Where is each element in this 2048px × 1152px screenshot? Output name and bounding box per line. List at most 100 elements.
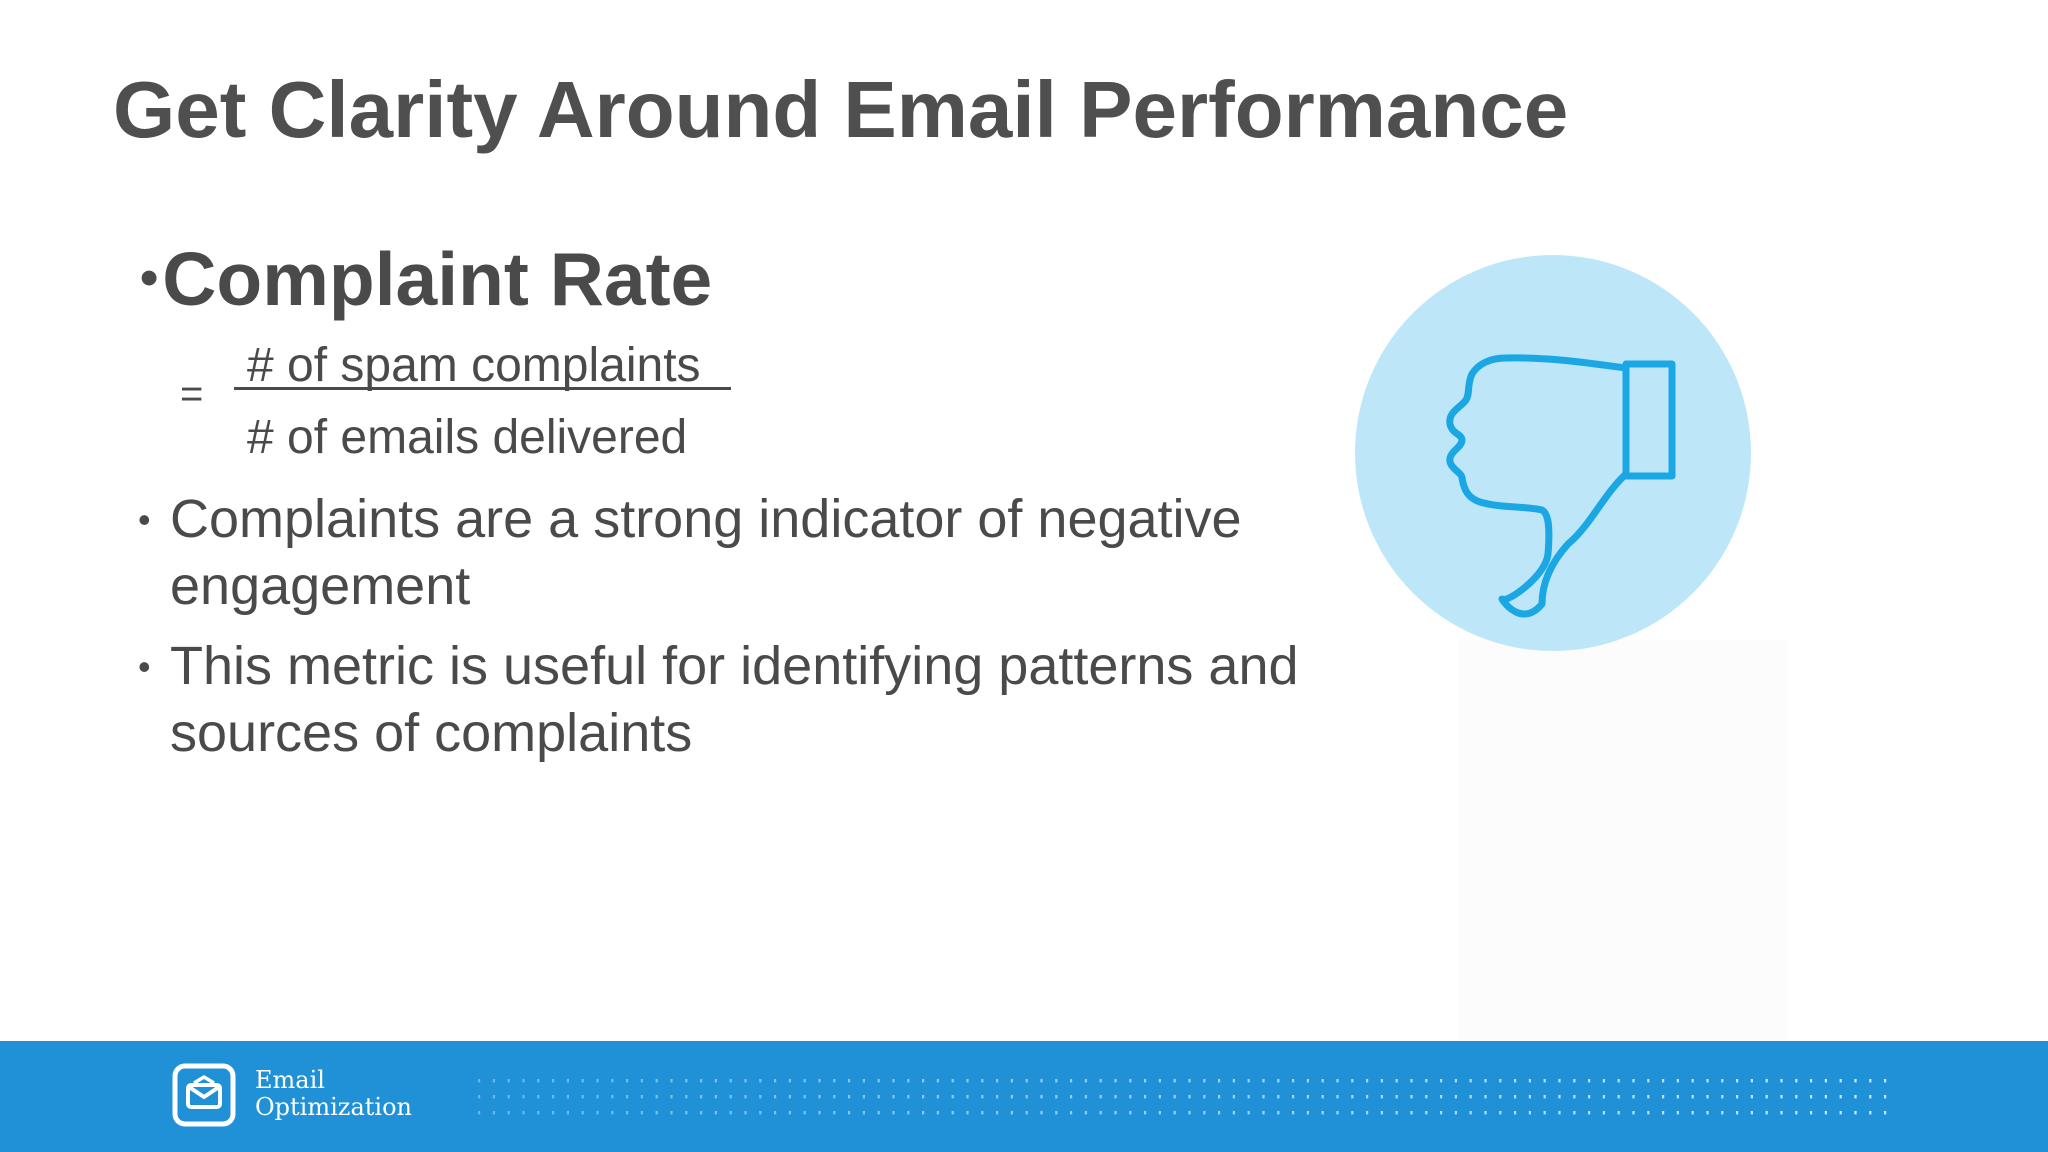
pattern-dot — [1158, 1111, 1161, 1115]
pattern-dot — [685, 1079, 688, 1083]
pattern-dot — [833, 1095, 836, 1099]
pattern-dot — [1114, 1095, 1117, 1099]
pattern-dot — [714, 1111, 717, 1115]
pattern-dot — [581, 1079, 584, 1083]
bullet-list: • Complaints are a strong indicator of n… — [138, 486, 1338, 780]
pattern-dot — [1514, 1111, 1517, 1115]
pattern-dot — [1588, 1095, 1591, 1099]
pattern-dot — [1558, 1079, 1561, 1083]
pattern-dot — [1543, 1095, 1546, 1099]
pattern-dot — [1454, 1079, 1457, 1083]
pattern-dot — [1099, 1079, 1102, 1083]
pattern-dot — [1306, 1111, 1309, 1115]
pattern-dot — [1884, 1111, 1887, 1115]
pattern-dot — [1410, 1095, 1413, 1099]
pattern-dot — [1025, 1111, 1028, 1115]
pattern-dot — [1425, 1079, 1428, 1083]
pattern-dot — [1262, 1111, 1265, 1115]
pattern-dot — [1010, 1095, 1013, 1099]
pattern-dot — [1306, 1095, 1309, 1099]
pattern-dot — [1277, 1079, 1280, 1083]
pattern-dot — [1425, 1095, 1428, 1099]
pattern-dot — [877, 1111, 880, 1115]
pattern-dot — [1765, 1111, 1768, 1115]
pattern-dot — [1810, 1079, 1813, 1083]
pattern-dot — [907, 1095, 910, 1099]
pattern-dot — [522, 1095, 525, 1099]
pattern-dot — [1691, 1095, 1694, 1099]
pattern-dot — [936, 1079, 939, 1083]
pattern-dot — [1055, 1111, 1058, 1115]
pattern-dot — [581, 1111, 584, 1115]
pattern-dot — [877, 1095, 880, 1099]
pattern-dot — [537, 1079, 540, 1083]
pattern-dot — [1765, 1079, 1768, 1083]
pattern-dot — [537, 1111, 540, 1115]
pattern-dot — [670, 1095, 673, 1099]
pattern-dot — [685, 1095, 688, 1099]
pattern-dot — [1484, 1079, 1487, 1083]
pattern-dot — [1380, 1095, 1383, 1099]
pattern-dot — [1795, 1095, 1798, 1099]
pattern-dot — [1499, 1095, 1502, 1099]
pattern-dot — [1277, 1111, 1280, 1115]
pattern-dot — [848, 1079, 851, 1083]
pattern-dot — [1070, 1079, 1073, 1083]
pattern-dot — [1395, 1095, 1398, 1099]
pattern-dot — [1084, 1111, 1087, 1115]
brand-name: Email Optimization — [255, 1067, 412, 1121]
pattern-dot — [1632, 1095, 1635, 1099]
pattern-dot — [1617, 1095, 1620, 1099]
pattern-dot — [1824, 1111, 1827, 1115]
pattern-dot — [566, 1111, 569, 1115]
background-panel — [1458, 640, 1788, 1040]
pattern-dot — [640, 1111, 643, 1115]
pattern-dot — [1277, 1095, 1280, 1099]
pattern-dot — [596, 1111, 599, 1115]
pattern-dot — [626, 1079, 629, 1083]
pattern-dot — [1647, 1079, 1650, 1083]
pattern-dot — [1810, 1095, 1813, 1099]
pattern-dot — [1351, 1111, 1354, 1115]
pattern-dot — [951, 1095, 954, 1099]
pattern-dot — [700, 1079, 703, 1083]
pattern-dot — [803, 1079, 806, 1083]
complaint-rate-heading: • Complaint Rate — [140, 236, 712, 322]
pattern-dot — [966, 1079, 969, 1083]
pattern-dot — [700, 1111, 703, 1115]
bullet-marker: • — [138, 499, 151, 540]
bullet-item: • This metric is useful for identifying … — [138, 633, 1338, 767]
pattern-dot — [1676, 1095, 1679, 1099]
pattern-dot — [478, 1111, 481, 1115]
dot-pattern — [478, 1079, 1887, 1115]
pattern-dot — [1114, 1079, 1117, 1083]
pattern-dot — [1129, 1095, 1132, 1099]
brand-line-2: Optimization — [255, 1093, 412, 1121]
pattern-dot — [936, 1111, 939, 1115]
pattern-dot — [1736, 1095, 1739, 1099]
pattern-dot — [1306, 1079, 1309, 1083]
pattern-dot — [833, 1111, 836, 1115]
pattern-dot — [1040, 1079, 1043, 1083]
pattern-dot — [1218, 1111, 1221, 1115]
pattern-dot — [1884, 1079, 1887, 1083]
pattern-dot — [1144, 1079, 1147, 1083]
pattern-dot — [1380, 1111, 1383, 1115]
pattern-dot — [1662, 1111, 1665, 1115]
pattern-dot — [1839, 1111, 1842, 1115]
pattern-dot — [1691, 1111, 1694, 1115]
pattern-dot — [507, 1111, 510, 1115]
pattern-dot — [1780, 1111, 1783, 1115]
pattern-dot — [1440, 1095, 1443, 1099]
pattern-dot — [1203, 1095, 1206, 1099]
pattern-dot — [1173, 1111, 1176, 1115]
pattern-dot — [1469, 1111, 1472, 1115]
pattern-dot — [507, 1095, 510, 1099]
pattern-dot — [774, 1079, 777, 1083]
pattern-dot — [1528, 1111, 1531, 1115]
pattern-dot — [1602, 1079, 1605, 1083]
pattern-dot — [1218, 1079, 1221, 1083]
pattern-dot — [1484, 1111, 1487, 1115]
pattern-dot — [1144, 1095, 1147, 1099]
pattern-dot — [1055, 1079, 1058, 1083]
